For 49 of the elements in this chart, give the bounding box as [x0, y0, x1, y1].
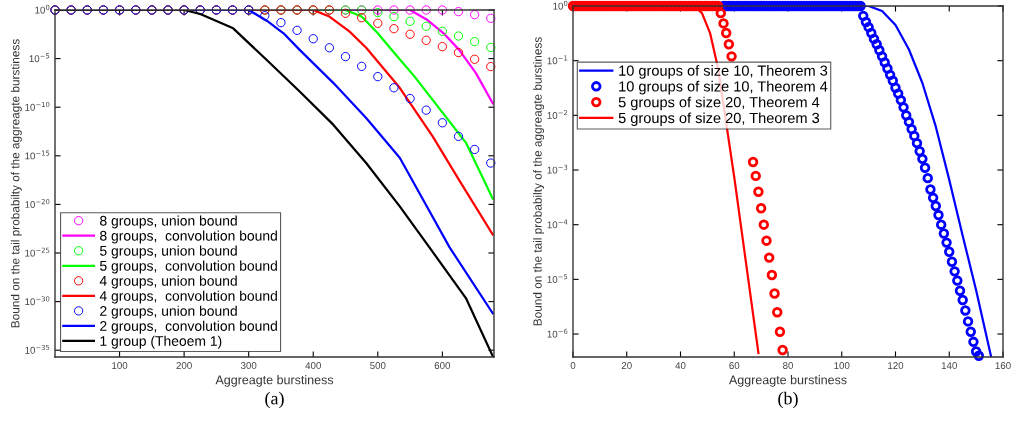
y-tick-label: 10$^{−5}$ — [29, 53, 50, 63]
legend-label: 5 groups of size 20, Theorem 4 — [618, 96, 820, 111]
legend-label: 4 groups, convolution bound — [99, 290, 277, 304]
y-tick-label: 10$^{−2}$ — [547, 110, 568, 119]
y-tick-label: 10$^{−10}$ — [25, 101, 50, 111]
x-tick-label: 600 — [434, 362, 451, 369]
y-tick-label: 10$^{−25}$ — [25, 247, 50, 257]
y-tick-label: 10$^{−3}$ — [547, 164, 568, 174]
x-tick-label: 300 — [240, 362, 257, 369]
legend-label: 2 groups, convolution bound — [100, 320, 277, 334]
x-tick-label: 120 — [888, 362, 904, 369]
y-tick-label: 10$^{−15}$ — [25, 150, 50, 160]
text: (a) — [265, 391, 284, 409]
x-tick-label: 500 — [370, 362, 386, 369]
legend-label: 8 groups, union bound — [100, 215, 237, 229]
y-tick-label: 10$^{−6}$ — [547, 328, 568, 338]
legend-label: 5 groups, union bound — [100, 245, 237, 259]
legend-label: 2 groups, union bound — [100, 305, 237, 319]
y-tick-label: 10$^{0}$ — [35, 4, 50, 14]
x-tick-label: 40 — [675, 362, 686, 369]
x-tick-label: 400 — [305, 362, 321, 369]
y-axis-title: Bound on the tail probabilty of the aggreagte burstiness — [533, 37, 545, 326]
x-tick-label: 200 — [176, 362, 192, 369]
x-tick-label: 60 — [729, 362, 740, 369]
legend-label: 5 groups of size 20, Theorem 3 — [618, 112, 820, 127]
y-tick-label: 10$^{−20}$ — [25, 199, 50, 208]
x-tick-label: 100 — [112, 362, 128, 369]
x-tick-label: 20 — [621, 362, 632, 369]
legend-label: 10 groups of size 10, Theorem 4 — [619, 80, 828, 95]
legend-label: 8 groups, convolution bound — [100, 230, 277, 244]
legend-label: 10 groups of size 10, Theorem 3 — [619, 65, 828, 79]
text: (b) — [778, 391, 798, 409]
legend-label: 1 group (Theoem 1) — [100, 335, 222, 349]
legend-label: 5 groups, convolution bound — [100, 260, 277, 274]
y-axis-title: Bound on the tail probabilty of the aggreagte burstiness — [10, 39, 22, 328]
x-tick-label: 80 — [783, 362, 794, 369]
legend-label: 4 groups, union bound — [99, 275, 237, 289]
y-tick-label: 10$^{−4}$ — [547, 219, 568, 229]
x-tick-label: 0 — [570, 362, 576, 369]
y-tick-label: 10$^{0}$ — [553, 0, 568, 10]
x-tick-label: 140 — [941, 362, 957, 369]
y-tick-label: 10$^{−1}$ — [547, 55, 568, 65]
y-tick-label: 10$^{−5}$ — [547, 274, 568, 283]
x-tick-label: 100 — [834, 362, 850, 369]
x-axis-title: Aggreagte burstiness — [728, 375, 847, 387]
y-tick-label: 10$^{−30}$ — [25, 296, 50, 306]
x-tick-label: 160 — [995, 362, 1011, 369]
y-tick-label: 10$^{−35}$ — [25, 344, 50, 354]
x-axis-title: Aggreagte burstiness — [215, 375, 334, 387]
